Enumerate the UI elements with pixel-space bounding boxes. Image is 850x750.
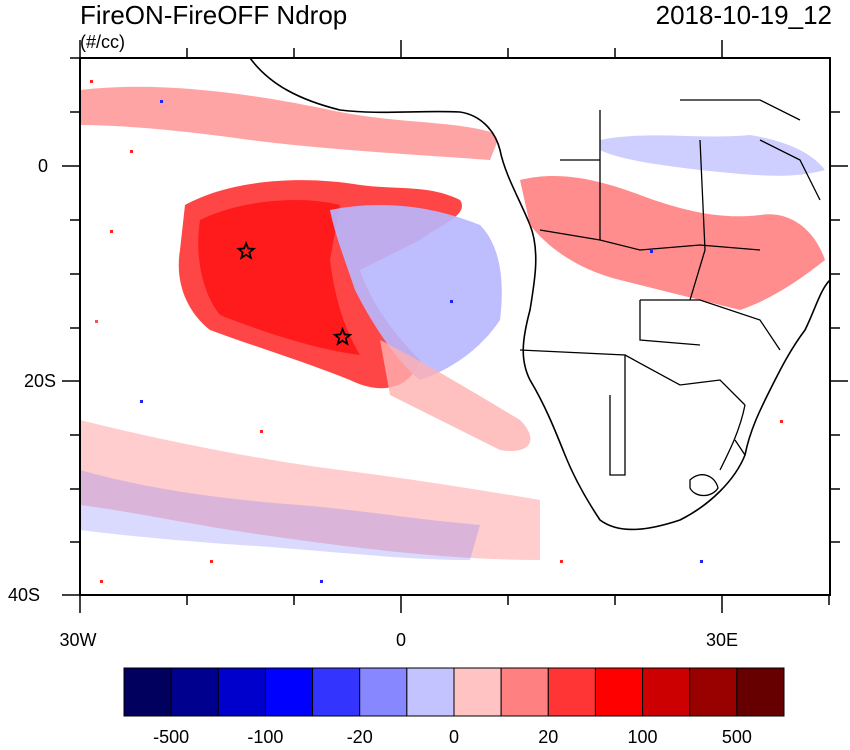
southern-band-mixed: [80, 420, 540, 560]
star-marker-1: [236, 240, 257, 260]
land-blue-patches: [600, 135, 825, 176]
colorbar-swatch-6: [406, 667, 455, 717]
colorbar-swatch-1: [170, 667, 219, 717]
colorbar-label: -100: [247, 727, 284, 747]
lat-label-40s: 40S: [7, 585, 40, 605]
country-borders: [519, 99, 821, 497]
lat-label-20s: 20S: [23, 371, 56, 391]
lat-label-0: 0: [37, 156, 48, 176]
colorbar-label: -500: [153, 727, 190, 747]
axis-ticks: [62, 40, 848, 613]
colorbar-swatch-2: [217, 667, 266, 717]
map-title: FireON-FireOFF Ndrop: [80, 0, 348, 30]
northern-band-red: [80, 86, 500, 160]
colorbar-label: 100: [627, 727, 658, 747]
map-frame: [79, 57, 831, 596]
star-marker-2: [332, 326, 353, 346]
colorbar-swatch-9: [547, 667, 596, 717]
colorbar-swatch-3: [264, 667, 314, 717]
marker-layer: [236, 240, 353, 346]
units-label: (#/cc): [80, 32, 125, 52]
colorbar-swatch-12: [689, 667, 738, 717]
southern-band-blue: [80, 470, 480, 560]
colorbar: [123, 667, 785, 717]
map-plot-area: [80, 58, 830, 595]
lon-label-30w: 30W: [59, 630, 97, 650]
colorbar-swatch-8: [500, 667, 549, 717]
colorbar-label: -20: [346, 727, 373, 747]
land-red-patches: [520, 175, 825, 310]
datetime-label: 2018-10-19_12: [655, 0, 832, 30]
plume-pink-tail: [380, 340, 531, 451]
colorbar-swatch-10: [594, 667, 644, 717]
africa-coastline: [249, 58, 830, 531]
plume-blue-region: [330, 205, 502, 380]
colorbar-label: 0: [448, 727, 459, 747]
plume-darkred-core: [198, 200, 360, 355]
speckle-noise: [90, 80, 783, 583]
colorbar-swatch-0: [123, 667, 172, 717]
colorbar-swatch-11: [642, 667, 691, 717]
colorbar-swatch-4: [312, 667, 361, 717]
colorbar-swatch-5: [359, 667, 408, 717]
lon-label-30e: 30E: [705, 630, 739, 650]
colorbar-label: 20: [538, 727, 559, 747]
colorbar-swatch-13: [736, 667, 785, 717]
colorbar-label: 500: [721, 727, 752, 747]
lon-label-0: 0: [395, 630, 406, 650]
colorbar-swatch-7: [453, 667, 502, 717]
